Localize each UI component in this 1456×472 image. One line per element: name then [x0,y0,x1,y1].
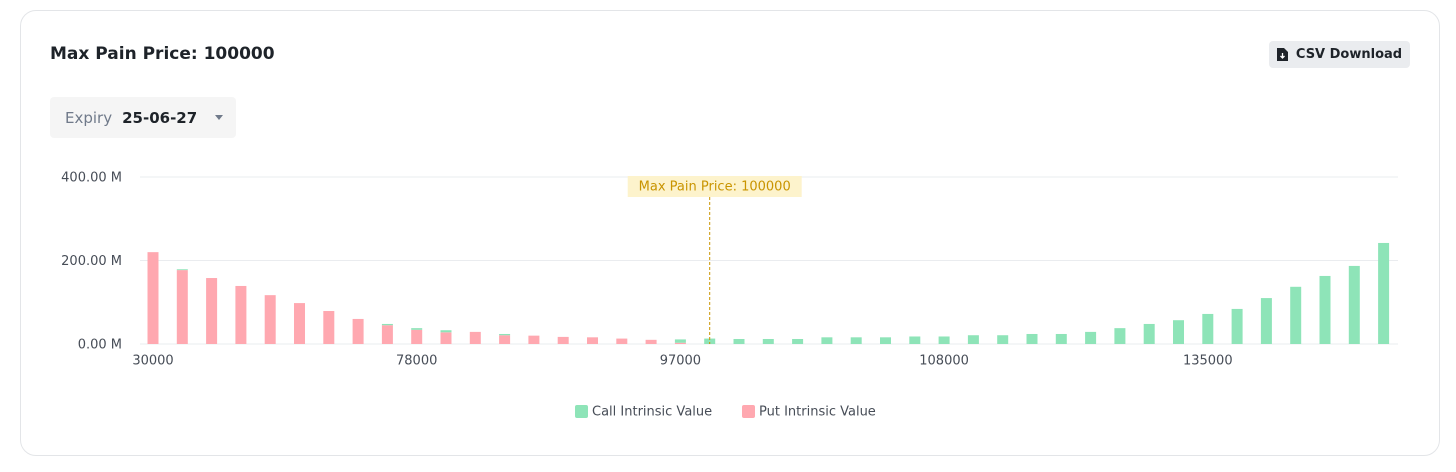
legend-swatch [575,405,588,418]
x-tick-label: 135000 [1183,354,1233,369]
title: Max Pain Price: 100000 [50,44,275,64]
x-tick-label: 97000 [660,354,701,369]
bar [880,337,891,344]
button-label: CSV Download [1295,47,1403,62]
legend-swatch [742,405,755,418]
bar [1290,286,1302,344]
bar [792,338,804,344]
bar [294,303,305,344]
bar [557,336,569,344]
bar [645,339,657,344]
bar [469,331,481,344]
bar [850,337,862,344]
legend-label: Put Intrinsic Value [759,405,876,420]
bar [587,337,598,344]
bar [1143,323,1155,344]
x-tick-label: 30000 [132,354,173,369]
card [20,10,1440,456]
bar [499,335,511,344]
bar [176,269,188,271]
bar [528,335,540,344]
bar [1319,275,1331,344]
bar [1260,298,1272,344]
annotation: Max Pain Price: 100000 [639,180,791,195]
bar [674,342,686,344]
x-tick-label: 78000 [396,354,437,369]
y-tick-label: 400.00 M [61,171,122,186]
bar [147,252,159,344]
bar [704,338,716,344]
bar [1173,320,1184,344]
y-tick-label: 200.00 M [61,254,122,269]
bar [733,338,745,344]
bar [411,329,423,344]
bar [264,295,276,344]
bar [997,335,1009,344]
bar [1026,333,1038,344]
bar [938,336,950,344]
bar [323,311,335,344]
bar [1378,242,1390,344]
bar [499,333,511,336]
bar [1231,308,1243,344]
y-tick-label: 0.00 M [78,338,122,353]
bar [206,278,218,344]
expiry-dropdown[interactable]: Expiry 25-06-27 [50,97,236,138]
x-tick-label: 108000 [919,354,969,369]
bar [235,285,247,344]
bar [1055,333,1067,344]
bar [674,339,686,343]
bar [381,325,393,344]
bar [1114,328,1126,344]
bar [176,270,188,344]
bar [909,336,921,344]
bar [762,338,774,344]
bar [381,323,393,326]
bar [1348,265,1360,344]
annotation-box [627,176,802,197]
bar [440,332,452,344]
bar [411,328,423,330]
caret [215,115,224,120]
bar [616,338,628,344]
bar [1085,331,1097,344]
bar [352,318,364,344]
legend-label: Call Intrinsic Value [592,405,712,420]
bar [1202,313,1214,344]
csv-download-button[interactable]: CSV Download [1269,41,1410,68]
expiry-value: 25-06-27 [122,108,198,127]
bar [440,330,452,333]
download-icon [1276,48,1288,61]
bar [967,335,979,344]
expiry-label: Expiry [65,108,113,127]
bar [821,337,833,344]
